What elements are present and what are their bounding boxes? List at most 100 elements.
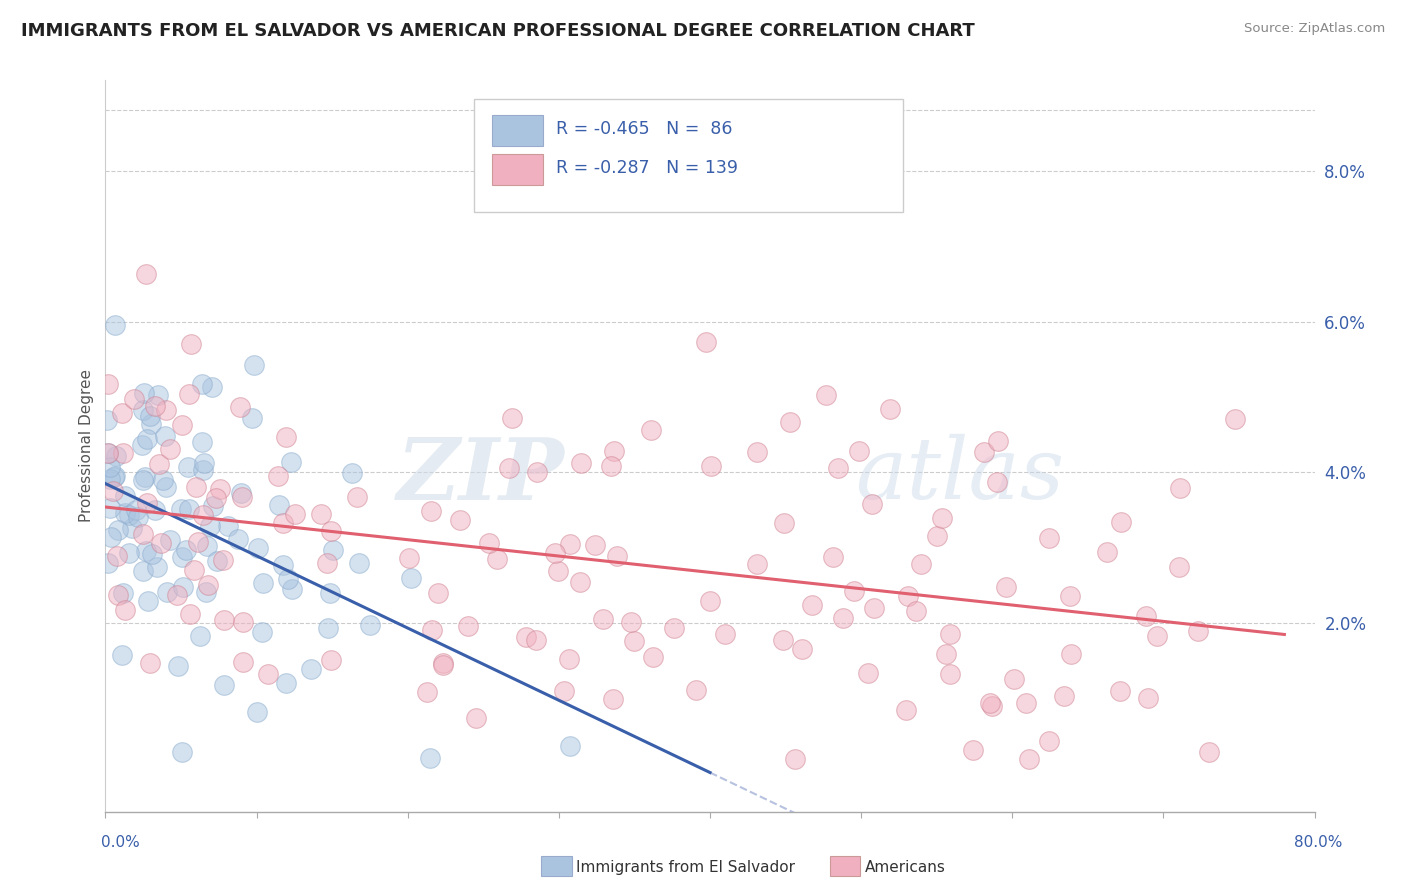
Point — [150, 536, 173, 550]
Point — [318, 586, 340, 600]
Point — [1198, 745, 1220, 759]
Point — [257, 666, 280, 681]
Text: Source: ZipAtlas.com: Source: ZipAtlas.com — [1244, 22, 1385, 36]
Point — [1109, 515, 1132, 529]
Point — [599, 458, 621, 473]
Point — [322, 543, 344, 558]
Point — [135, 544, 157, 558]
Point — [97, 446, 120, 460]
Point — [159, 533, 181, 548]
Point — [118, 508, 141, 522]
Point — [246, 706, 269, 720]
Point — [498, 460, 520, 475]
Point — [97, 446, 120, 460]
Point — [316, 621, 339, 635]
Point — [526, 465, 548, 479]
Point — [143, 502, 166, 516]
Point — [465, 711, 488, 725]
Point — [398, 551, 420, 566]
Point — [1059, 647, 1081, 661]
Point — [544, 546, 567, 560]
Point — [280, 454, 302, 468]
Point — [231, 490, 253, 504]
Point — [844, 583, 866, 598]
Point — [184, 479, 207, 493]
Point — [1109, 683, 1132, 698]
Point — [879, 401, 901, 416]
Point — [143, 399, 166, 413]
Point — [145, 560, 167, 574]
Point — [1018, 752, 1040, 766]
Bar — [492, 115, 543, 146]
Text: Americans: Americans — [865, 860, 946, 874]
Point — [195, 540, 218, 554]
Point — [848, 444, 870, 458]
Point — [700, 458, 723, 473]
Point — [104, 469, 127, 483]
Point — [176, 543, 198, 558]
Point — [179, 502, 201, 516]
Point — [603, 443, 626, 458]
Point — [114, 506, 136, 520]
Point — [858, 665, 880, 680]
Point — [201, 380, 224, 394]
Point — [136, 495, 159, 509]
Point — [131, 438, 153, 452]
Point — [136, 594, 159, 608]
Point — [267, 499, 290, 513]
Point — [141, 417, 163, 432]
Point — [426, 586, 449, 600]
Point — [205, 491, 228, 505]
Point — [897, 589, 920, 603]
Point — [515, 630, 537, 644]
Point — [139, 409, 162, 423]
Point — [104, 318, 127, 332]
Point — [111, 586, 134, 600]
Point — [1053, 690, 1076, 704]
Point — [432, 658, 454, 673]
Point — [229, 400, 252, 414]
Point — [100, 530, 122, 544]
Point — [486, 551, 509, 566]
Point — [114, 489, 136, 503]
Text: R = -0.287   N = 139: R = -0.287 N = 139 — [557, 159, 738, 177]
Point — [98, 500, 121, 515]
Point — [432, 656, 454, 670]
Y-axis label: Professional Degree: Professional Degree — [79, 369, 94, 523]
Point — [962, 742, 984, 756]
Point — [271, 558, 294, 572]
Point — [664, 621, 686, 635]
Point — [103, 470, 125, 484]
Point — [201, 499, 224, 513]
Point — [111, 648, 134, 663]
Point — [104, 449, 127, 463]
Point — [136, 432, 159, 446]
Point — [122, 392, 145, 406]
Point — [212, 552, 235, 566]
Point — [973, 445, 995, 459]
Point — [1095, 544, 1118, 558]
Point — [135, 267, 157, 281]
Point — [107, 524, 129, 538]
Point — [198, 518, 221, 533]
Point — [592, 612, 614, 626]
Point — [685, 682, 707, 697]
Point — [111, 406, 134, 420]
Point — [987, 434, 1010, 448]
Point — [346, 490, 368, 504]
Point — [560, 739, 582, 753]
Point — [180, 336, 202, 351]
Point — [939, 667, 962, 681]
Point — [309, 508, 332, 522]
Point — [449, 513, 471, 527]
Point — [105, 549, 128, 564]
Point — [1059, 589, 1081, 603]
Point — [148, 457, 170, 471]
Point — [773, 516, 796, 531]
Point — [172, 580, 194, 594]
Point — [252, 575, 274, 590]
Point — [267, 469, 290, 483]
Point — [1187, 624, 1209, 638]
Point — [217, 519, 239, 533]
Point — [863, 601, 886, 615]
